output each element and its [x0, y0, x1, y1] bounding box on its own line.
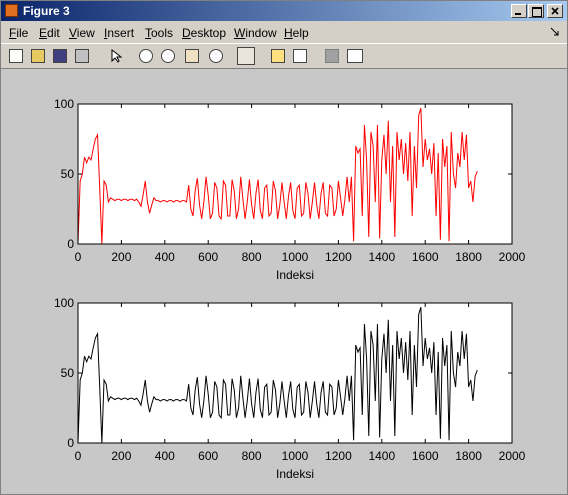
x-tick-label: 2000 — [499, 449, 526, 463]
menu-item[interactable]: Window — [234, 26, 277, 40]
open-button[interactable] — [31, 49, 45, 63]
maximize-button[interactable] — [528, 4, 544, 18]
y-tick-label: 0 — [67, 436, 74, 450]
menu-bar: File Edit View Insert Tools Desktop Window Help — [1, 22, 567, 42]
new-button[interactable] — [9, 49, 23, 63]
x-tick-label: 600 — [198, 250, 218, 264]
x-tick-label: 800 — [242, 250, 262, 264]
menu-item[interactable]: Edit — [39, 26, 60, 40]
x-tick-label: 1200 — [325, 250, 352, 264]
app-icon — [5, 4, 18, 17]
y-tick-label: 100 — [54, 296, 74, 310]
axes-background — [78, 104, 512, 244]
x-axis-label: Indeksi — [276, 467, 314, 481]
select-button[interactable] — [109, 48, 123, 63]
x-tick-label: 400 — [155, 250, 175, 264]
menu-item[interactable]: Desktop — [182, 26, 227, 40]
x-tick-label: 1000 — [282, 449, 309, 463]
rotate-button[interactable] — [209, 49, 223, 63]
x-tick-label: 1200 — [325, 449, 352, 463]
title-bar: Figure 3 — [1, 1, 567, 21]
close-button[interactable] — [547, 4, 563, 18]
hide-tools-button[interactable] — [325, 49, 339, 63]
x-tick-label: 600 — [198, 449, 218, 463]
save-button[interactable] — [53, 49, 67, 63]
x-tick-label: 1800 — [455, 250, 482, 264]
datacursor-button[interactable] — [237, 47, 255, 65]
x-tick-label: 800 — [242, 449, 262, 463]
colorbar-button[interactable] — [271, 49, 285, 63]
minimize-button[interactable] — [511, 4, 527, 18]
toolbar — [1, 43, 567, 69]
zoom-in-button[interactable] — [139, 49, 153, 63]
y-tick-label: 50 — [61, 167, 75, 181]
show-tools-button[interactable] — [347, 49, 363, 63]
window-title: Figure 3 — [23, 4, 70, 18]
x-tick-label: 400 — [155, 449, 175, 463]
legend-button[interactable] — [293, 49, 307, 63]
x-tick-label: 2000 — [499, 250, 526, 264]
dock-arrow[interactable] — [550, 27, 560, 37]
x-tick-label: 0 — [75, 250, 82, 264]
y-tick-label: 0 — [67, 237, 74, 251]
x-tick-label: 1600 — [412, 449, 439, 463]
x-tick-label: 0 — [75, 449, 82, 463]
menu-item[interactable]: Help — [284, 26, 309, 40]
data-line — [77, 307, 478, 444]
print-button[interactable] — [75, 49, 89, 63]
zoom-out-button[interactable] — [161, 49, 175, 63]
axes-background — [78, 303, 512, 443]
x-tick-label: 200 — [111, 449, 131, 463]
data-line — [77, 108, 478, 245]
menu-item[interactable]: Tools — [145, 26, 174, 40]
x-tick-label: 1400 — [368, 449, 395, 463]
x-tick-label: 1600 — [412, 250, 439, 264]
y-tick-label: 50 — [61, 366, 75, 380]
x-axis-label: Indeksi — [276, 268, 314, 282]
menu-item[interactable]: Insert — [104, 26, 135, 40]
x-tick-label: 200 — [111, 250, 131, 264]
x-tick-label: 1000 — [282, 250, 309, 264]
menu-item[interactable]: View — [69, 26, 95, 40]
figure: 0 200 400 600 800 1000 1200 1400 1600 1800 2000050… — [1, 69, 567, 494]
y-tick-label: 100 — [54, 97, 74, 111]
x-tick-label: 1400 — [368, 250, 395, 264]
pan-button[interactable] — [185, 49, 199, 63]
menu-item[interactable]: File — [9, 26, 29, 40]
x-tick-label: 1800 — [455, 449, 482, 463]
